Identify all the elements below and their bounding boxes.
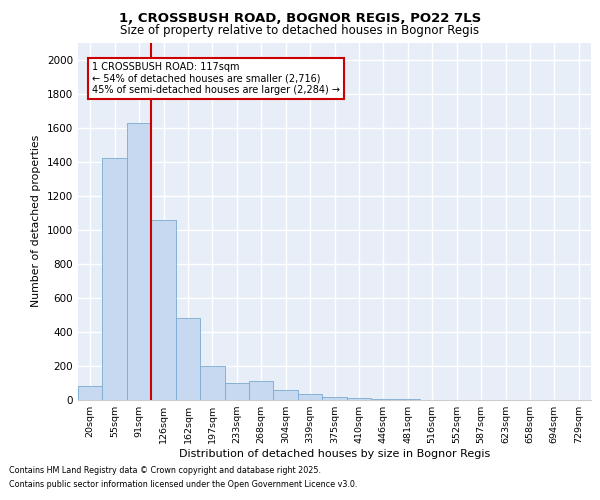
Bar (347, 398, 371, 400)
Text: 1 CROSSBUSH ROAD: 117sqm
← 54% of detached houses are smaller (2,716)
45% of sem: 1 CROSSBUSH ROAD: 117sqm ← 54% of detach… (92, 62, 340, 96)
Bar (371, 399, 395, 400)
Bar (298, 394, 322, 400)
Bar (274, 390, 298, 400)
Bar (200, 366, 224, 400)
X-axis label: Distribution of detached houses by size in Bognor Regis: Distribution of detached houses by size … (179, 449, 490, 459)
Text: Contains public sector information licensed under the Open Government Licence v3: Contains public sector information licen… (9, 480, 358, 489)
Text: Contains HM Land Registry data © Crown copyright and database right 2025.: Contains HM Land Registry data © Crown c… (9, 466, 321, 475)
Bar (224, 383, 249, 400)
Bar (103, 158, 127, 400)
Bar (151, 220, 176, 400)
Bar (249, 382, 274, 400)
Bar (322, 396, 347, 400)
Bar (176, 318, 200, 400)
Bar (78, 386, 103, 400)
Text: 1, CROSSBUSH ROAD, BOGNOR REGIS, PO22 7LS: 1, CROSSBUSH ROAD, BOGNOR REGIS, PO22 7L… (119, 12, 481, 26)
Text: Size of property relative to detached houses in Bognor Regis: Size of property relative to detached ho… (121, 24, 479, 37)
Y-axis label: Number of detached properties: Number of detached properties (31, 135, 41, 308)
Bar (127, 122, 151, 400)
